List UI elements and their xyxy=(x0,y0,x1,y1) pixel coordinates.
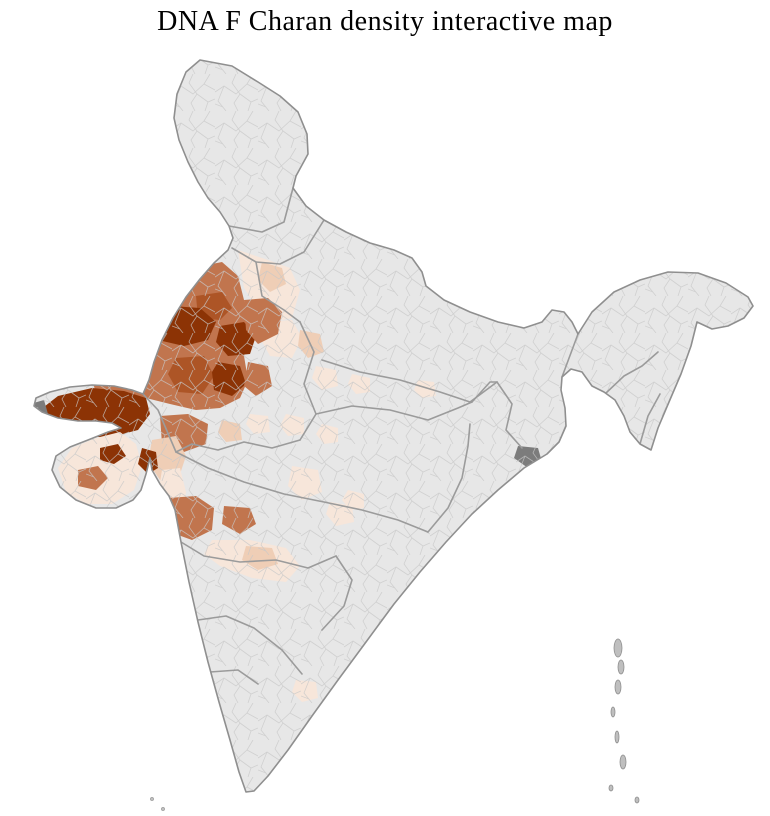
district-boundaries-texture xyxy=(34,60,753,792)
lakshadweep-islands xyxy=(150,797,165,811)
district-region[interactable] xyxy=(92,326,148,368)
india-outline xyxy=(33,59,754,793)
district-region-konkan[interactable] xyxy=(146,512,166,544)
andaman-nicobar-islands xyxy=(608,638,640,804)
district-region[interactable] xyxy=(142,486,162,510)
page-title: DNA F Charan density interactive map xyxy=(157,6,613,37)
state-borders xyxy=(142,187,661,685)
